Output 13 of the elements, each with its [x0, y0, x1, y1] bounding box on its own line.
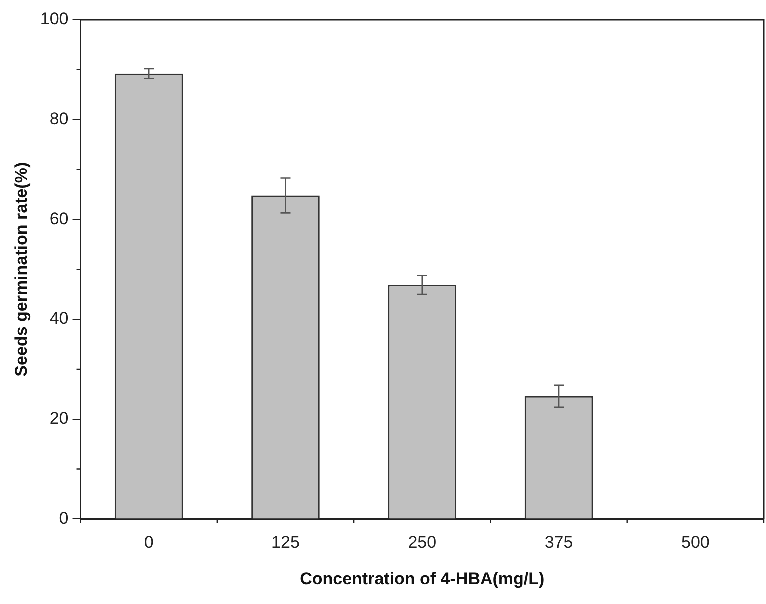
x-tick-label: 125 — [272, 533, 300, 552]
y-tick-label: 80 — [50, 110, 69, 129]
x-tick-label: 500 — [681, 533, 710, 552]
y-tick-label: 40 — [50, 309, 69, 328]
x-tick-label: 0 — [144, 533, 154, 552]
x-tick-label: 375 — [544, 533, 574, 552]
y-tick-label: 0 — [59, 508, 69, 528]
y-axis-title: Seeds germination rate(%) — [12, 162, 31, 377]
y-tick-label: 60 — [50, 209, 69, 228]
x-axis-title: Concentration of 4-HBA(mg/L) — [300, 569, 545, 588]
y-tick-label: 20 — [50, 409, 69, 428]
y-tick-label: 100 — [40, 10, 69, 29]
x-tick-label: 250 — [408, 533, 437, 552]
